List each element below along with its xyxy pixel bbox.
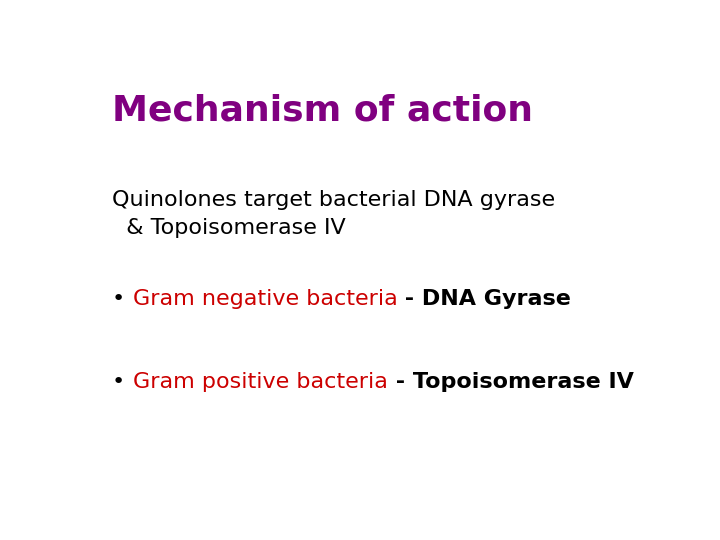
Text: •: • xyxy=(112,289,132,309)
Text: Gram positive bacteria: Gram positive bacteria xyxy=(132,373,387,393)
Text: Gram negative bacteria: Gram negative bacteria xyxy=(132,289,397,309)
Text: Mechanism of action: Mechanism of action xyxy=(112,94,534,128)
Text: Quinolones target bacterial DNA gyrase
  & Topoisomerase IV: Quinolones target bacterial DNA gyrase &… xyxy=(112,190,555,238)
Text: •: • xyxy=(112,373,132,393)
Text: - DNA Gyrase: - DNA Gyrase xyxy=(397,289,572,309)
Text: - Topoisomerase IV: - Topoisomerase IV xyxy=(387,373,634,393)
